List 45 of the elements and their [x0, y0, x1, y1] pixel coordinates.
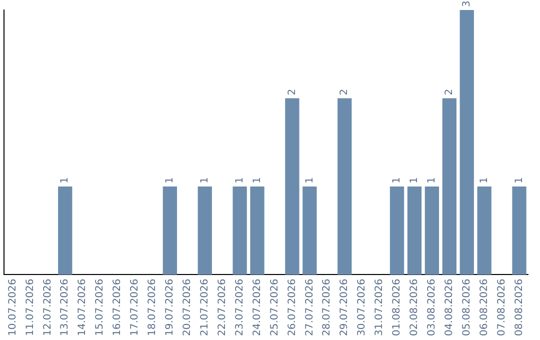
data-label: 3: [461, 0, 472, 7]
x-tick-label: 22.07.2026: [216, 278, 228, 336]
data-label: 1: [478, 177, 490, 184]
x-tick-label: 24.07.2026: [252, 278, 263, 336]
x-tick-label: 15.07.2026: [94, 278, 106, 336]
x-tick-label: 17.07.2026: [130, 278, 141, 336]
x-tick-label: 10.07.2026: [7, 278, 18, 336]
data-label: 1: [409, 177, 420, 184]
x-tick-label: 29.07.2026: [339, 278, 350, 336]
data-label: 1: [514, 177, 525, 184]
x-tick-label: 01.08.2026: [392, 278, 403, 336]
x-tick-label: 08.08.2026: [514, 278, 525, 336]
x-tick-label: 16.07.2026: [112, 278, 124, 336]
x-tick-label: 14.07.2026: [77, 278, 88, 336]
x-tick-label: 30.07.2026: [356, 278, 368, 336]
x-tick-label: 19.07.2026: [164, 278, 176, 336]
x-tick-label: 25.07.2026: [269, 278, 280, 336]
data-label: 2: [339, 88, 350, 96]
x-tick-label: 21.07.2026: [199, 278, 210, 336]
x-tick-label: 07.08.2026: [496, 278, 508, 336]
x-tick-label: 04.08.2026: [444, 278, 455, 336]
data-label: 2: [286, 88, 298, 96]
data-label: 1: [392, 177, 403, 184]
data-label: 1: [304, 177, 316, 184]
x-tick-label: 05.08.2026: [461, 278, 472, 336]
data-label: 1: [252, 177, 263, 184]
x-tick-label: 31.07.2026: [374, 278, 386, 336]
x-tick-label: 23.07.2026: [234, 278, 246, 336]
data-label: 1: [60, 177, 71, 184]
x-tick-label: 03.08.2026: [426, 278, 438, 336]
x-tick-label: 06.08.2026: [478, 278, 490, 336]
x-tick-label: 12.07.2026: [42, 278, 54, 336]
x-tick-label: 02.08.2026: [409, 278, 420, 336]
x-tick-label: 11.07.2026: [24, 278, 36, 336]
data-label: 1: [164, 177, 176, 184]
x-tick-label: 28.07.2026: [322, 278, 333, 336]
data-label: 2: [444, 88, 455, 96]
x-tick-label: 27.07.2026: [304, 278, 316, 336]
x-tick-label: 18.07.2026: [147, 278, 158, 336]
x-tick-label: 20.07.2026: [182, 278, 193, 336]
data-label: 1: [426, 177, 438, 184]
data-label: 1: [234, 177, 246, 184]
x-tick-label: 26.07.2026: [286, 278, 298, 336]
data-label: 1: [199, 177, 210, 184]
x-tick-label: 13.07.2026: [60, 278, 71, 336]
